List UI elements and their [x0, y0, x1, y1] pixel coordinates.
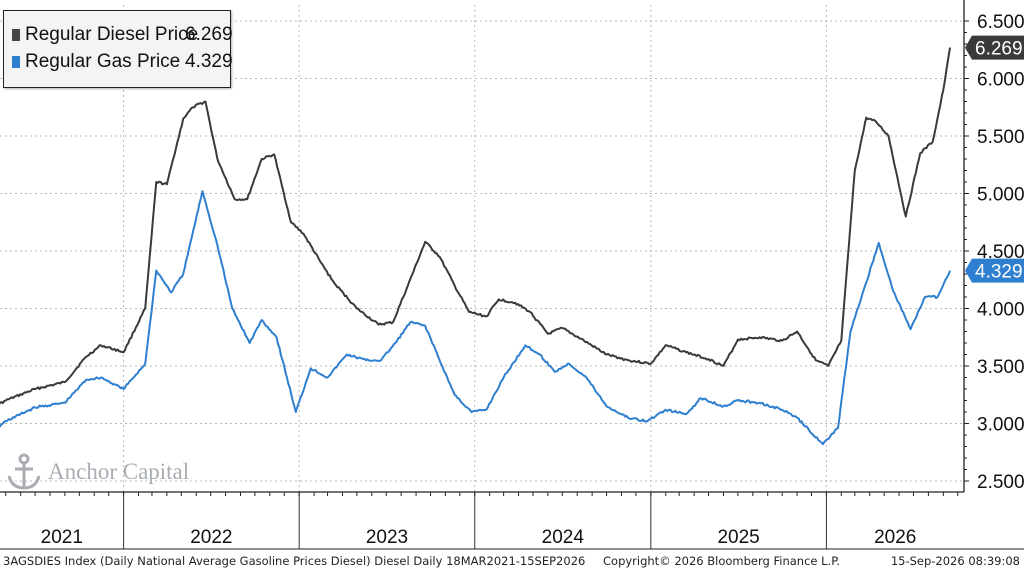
footer-timestamp: 15-Sep-2026 08:39:08 — [890, 554, 1020, 568]
legend-value-diesel: 6.269 — [185, 24, 233, 45]
x-tick-label: 2025 — [717, 527, 759, 548]
y-tick-label: 5.500 — [977, 127, 1024, 148]
y-tick-label: 6.000 — [977, 70, 1024, 91]
y-tick-label: 3.500 — [977, 357, 1024, 378]
series-layer — [0, 47, 951, 446]
legend-label-gas: Regular Gas Price — [25, 51, 181, 72]
x-tick-label: 2023 — [366, 527, 408, 548]
axes — [0, 0, 1024, 550]
series-line-gas — [0, 190, 951, 446]
legend-value-gas: 4.329 — [185, 51, 233, 72]
footer-source: 3AGSDIES Index (Daily National Average G… — [3, 554, 586, 568]
legend-swatch-gas — [12, 55, 20, 68]
watermark-text: Anchor Capital — [48, 459, 190, 484]
y-tick-label: 5.000 — [977, 185, 1024, 206]
y-tick-label: 4.000 — [977, 300, 1024, 321]
last-value-label-gas: 4.329 — [975, 262, 1023, 283]
legend-item-diesel: Regular Diesel Price 6.269 — [12, 23, 233, 47]
last-value-tag-gas — [965, 258, 1024, 283]
x-tick-label: 2021 — [41, 527, 83, 548]
series-line-diesel — [0, 47, 951, 405]
legend-swatch-diesel — [12, 28, 20, 41]
anchor-logo-icon — [7, 453, 41, 490]
legend-item-gas: Regular Gas Price 4.329 — [12, 50, 233, 74]
x-tick-labels: 2021 2022 2023 2024 2025 2026 — [41, 527, 917, 548]
x-tick-label: 2024 — [542, 527, 585, 548]
last-value-tags: 6.269 4.329 — [965, 35, 1024, 283]
y-tick-labels: 6.500 6.000 5.500 5.000 4.500 4.000 3.500 3.000… — [977, 12, 1024, 493]
legend: Regular Diesel Price 6.269 Regular Gas P… — [3, 10, 233, 88]
y-tick-label: 6.500 — [977, 12, 1024, 33]
y-tick-label: 2.500 — [977, 472, 1024, 493]
y-tick-label: 3.000 — [977, 415, 1024, 436]
x-tick-label: 2022 — [190, 527, 232, 548]
last-value-tag-diesel — [965, 35, 1024, 60]
last-value-label-diesel: 6.269 — [975, 39, 1023, 60]
footer-copyright: Copyright© 2026 Bloomberg Finance L.P. — [603, 554, 840, 568]
x-tick-label: 2026 — [874, 527, 916, 548]
legend-label-diesel: Regular Diesel Price — [25, 24, 199, 45]
y-tick-label: 4.500 — [977, 242, 1024, 263]
